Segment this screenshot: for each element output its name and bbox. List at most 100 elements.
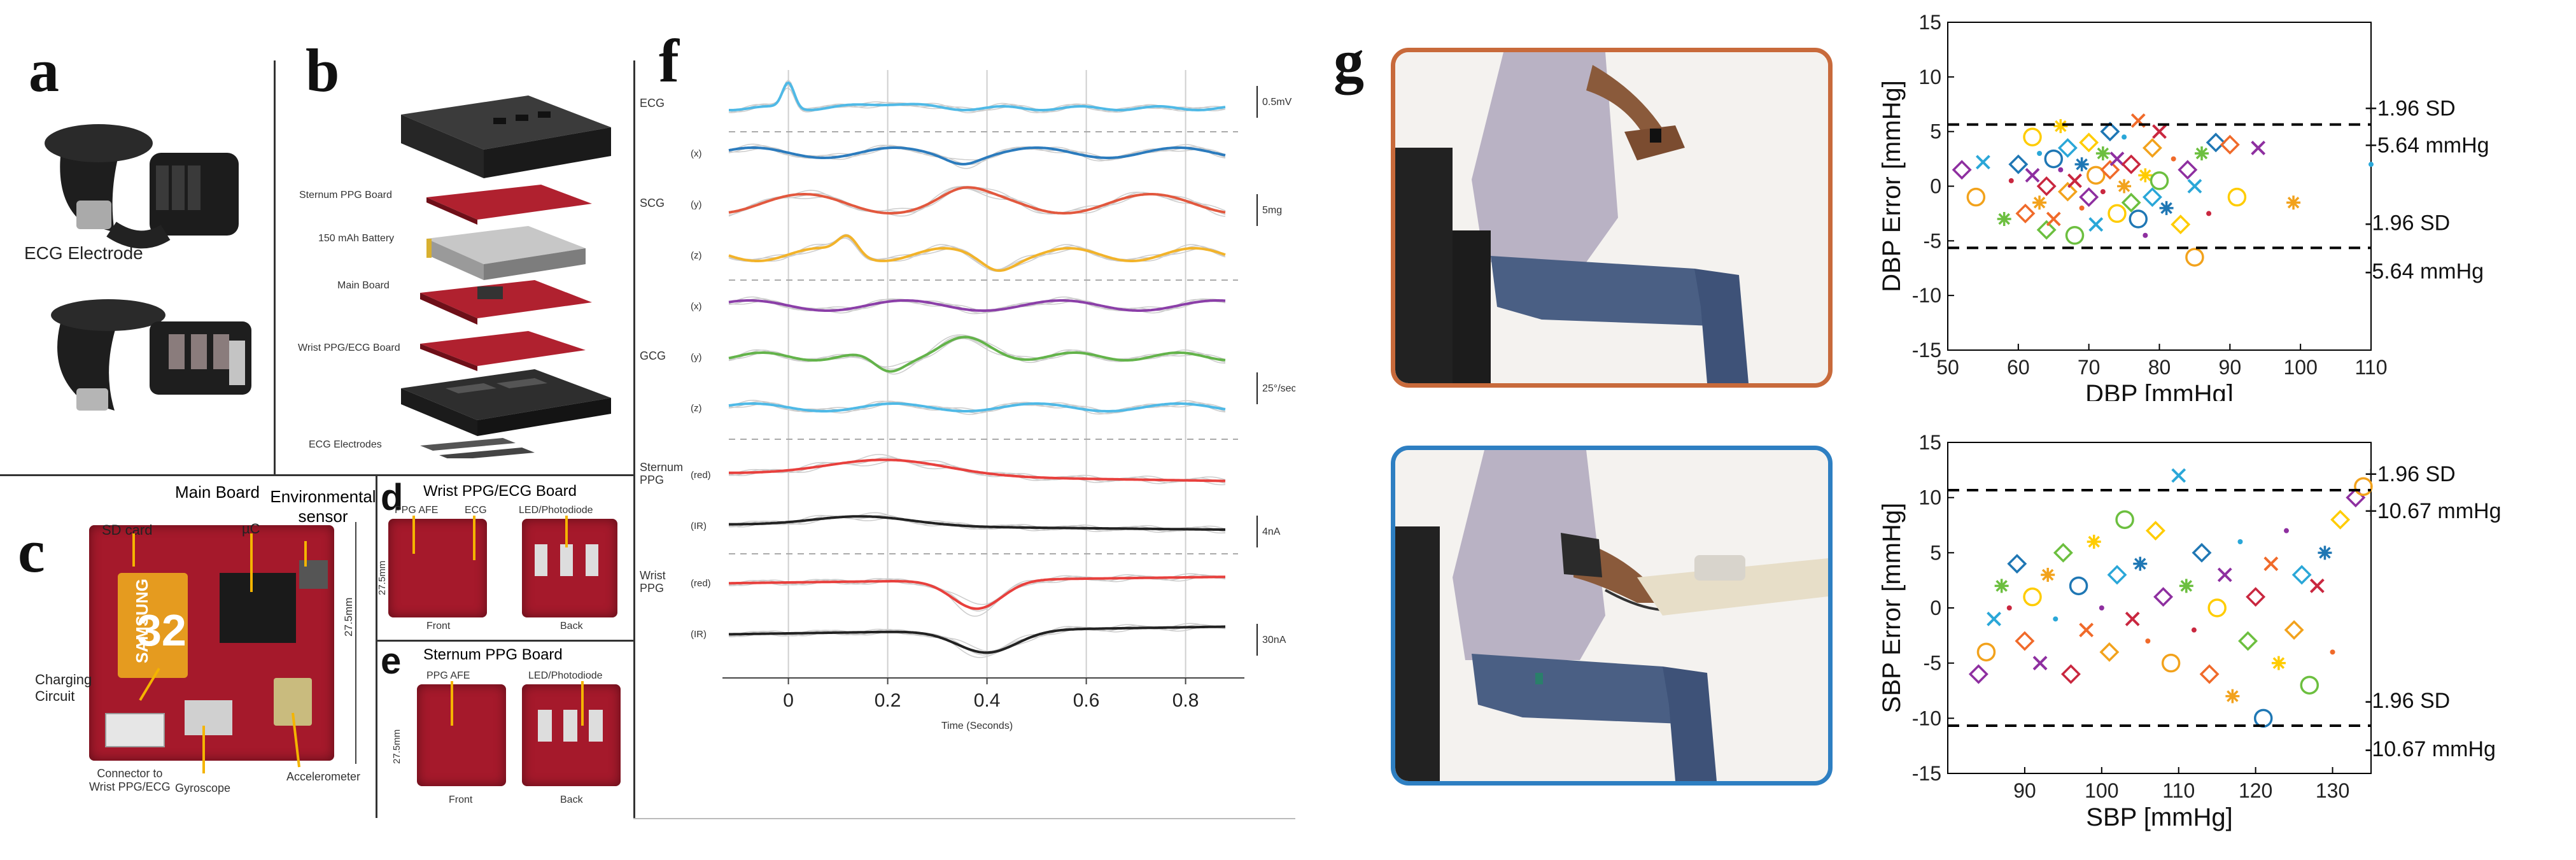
waveform-trace-faint <box>728 237 1226 270</box>
data-point <box>2053 616 2059 622</box>
data-point <box>2041 568 2055 582</box>
waveform-trace <box>729 81 1226 111</box>
scale-bar-label: 30nA <box>1262 635 1286 645</box>
data-point <box>2207 598 2227 617</box>
panel-label-g: g <box>1334 27 1364 95</box>
wrist-front-label: Front <box>426 621 451 631</box>
data-point <box>2291 565 2312 585</box>
data-point <box>2117 179 2132 194</box>
limit-value-label: -5.64 mmHg <box>2365 259 2484 283</box>
data-point <box>1952 160 1972 180</box>
signal-group-label: Sternum <box>640 461 683 474</box>
wrist-back-label: Back <box>560 621 583 631</box>
sternum-board-title: Sternum PPG Board <box>423 646 563 663</box>
time-tick-label: 0.2 <box>875 690 901 711</box>
data-point <box>2008 178 2014 183</box>
limit-value-label: +5.64 mmHg <box>2365 134 2489 158</box>
data-point <box>2142 187 2162 208</box>
data-point <box>2108 204 2127 223</box>
part-label-sternum: Sternum PPG Board <box>299 190 392 201</box>
data-point <box>2025 167 2040 183</box>
time-tick-label: 0 <box>783 690 794 711</box>
signal-group-label: PPG <box>640 474 664 486</box>
data-point <box>2206 211 2212 216</box>
data-point <box>2107 565 2127 585</box>
data-point <box>2354 477 2373 497</box>
seated-person-illustration-2 <box>1395 450 1828 781</box>
ecg-electrode-label: ECG Electrode <box>24 243 143 263</box>
sd-card: SAMSUNG 32 <box>118 573 188 678</box>
signal-axis-label: (z) <box>691 250 702 261</box>
data-point <box>2006 605 2012 610</box>
y-tick-label: 0 <box>1930 175 1941 198</box>
waveform-trace <box>728 299 1226 312</box>
y-axis-title: SBP Error [mmHg] <box>1878 503 1906 713</box>
sternum-board-front <box>417 684 506 786</box>
data-point <box>2069 576 2088 596</box>
data-point <box>2179 579 2193 593</box>
data-point <box>2100 122 2120 142</box>
x-tick-label: 130 <box>2316 779 2349 802</box>
data-point <box>2237 539 2243 544</box>
data-point <box>2263 556 2279 572</box>
waveform-trace <box>728 146 1226 166</box>
panel-label-f: f <box>659 27 679 95</box>
wrist-led-1 <box>535 544 547 576</box>
data-point <box>1966 187 1986 207</box>
waveform-trace <box>728 234 1226 272</box>
wrist-led-label: LED/Photodiode <box>519 505 593 516</box>
exploded-device-diagram <box>401 95 611 458</box>
data-point <box>1994 579 2009 593</box>
data-point <box>2191 627 2197 633</box>
waveform-trace <box>729 625 1226 654</box>
signal-axis-label: (z) <box>691 403 702 414</box>
panel-label-c: c <box>18 517 45 585</box>
data-point <box>2153 587 2174 607</box>
y-axis-title: DBP Error [mmHg] <box>1878 80 1906 292</box>
data-point <box>2057 181 2078 202</box>
part-label-electrodes: ECG Electrodes <box>309 439 382 450</box>
limit-sd-label: -1.96 SD <box>2365 211 2450 235</box>
data-point <box>2159 201 2174 215</box>
data-point <box>2133 556 2148 571</box>
data-point <box>2032 656 2048 671</box>
divider-d-e <box>376 640 633 642</box>
wrist-ecg-label: ECG <box>465 505 487 516</box>
connector-to-wrist <box>105 713 165 747</box>
waveform-trace <box>729 575 1225 610</box>
x-tick-label: 60 <box>2007 356 2030 379</box>
waveform-trace-faint <box>728 575 1226 605</box>
wrist-board-pointers <box>412 516 568 560</box>
y-tick-label: -15 <box>1912 339 1941 362</box>
data-point <box>2138 168 2153 183</box>
sternum-front-label: Front <box>449 794 473 805</box>
divider-top-bottom <box>0 474 633 476</box>
environmental-sensor-label: Environmental sensor <box>270 487 376 526</box>
data-point <box>2284 620 2304 640</box>
data-point <box>2227 187 2247 207</box>
signal-axis-label: (x) <box>691 301 702 312</box>
data-point <box>2067 173 2082 188</box>
data-point <box>2143 232 2148 238</box>
x-tick-label: 110 <box>2354 356 2387 379</box>
x-tick-label: 90 <box>2219 356 2242 379</box>
data-point <box>2217 567 2232 582</box>
x-axis-title: DBP [mmHg] <box>2085 380 2234 401</box>
data-point <box>2225 689 2240 703</box>
data-point <box>2142 137 2162 158</box>
y-tick-label: 15 <box>1918 431 1941 454</box>
data-point <box>2195 146 2209 160</box>
signal-axis-label: (y) <box>691 352 702 363</box>
y-tick-label: -5 <box>1924 229 1941 252</box>
data-point <box>2192 542 2212 563</box>
data-point <box>2318 546 2332 560</box>
data-point <box>2058 167 2064 173</box>
seated-person-illustration-1 <box>1395 52 1828 383</box>
y-tick-label: 10 <box>1918 66 1941 88</box>
scale-bar-label: 5mg <box>1262 205 1282 216</box>
data-point <box>2100 160 2120 180</box>
divider-a-b <box>274 60 276 474</box>
data-point <box>2309 578 2325 593</box>
signal-axis-label: (IR) <box>691 521 707 532</box>
